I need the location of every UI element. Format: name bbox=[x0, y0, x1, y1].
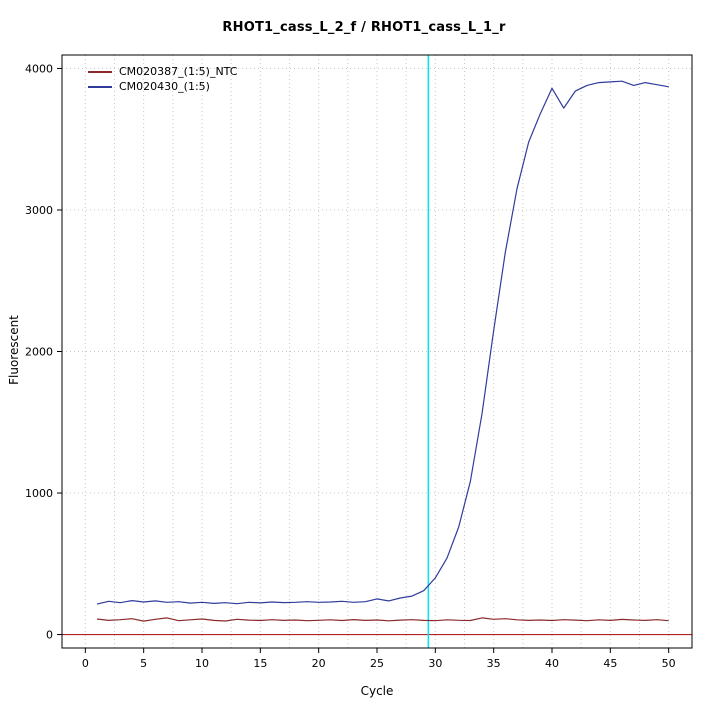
y-tick-label: 2000 bbox=[25, 346, 53, 359]
series-line-1 bbox=[96, 80, 669, 605]
x-tick-label: 20 bbox=[312, 657, 326, 670]
y-tick-label: 3000 bbox=[25, 204, 53, 217]
series-line-0 bbox=[96, 617, 669, 622]
x-tick-label: 25 bbox=[370, 657, 384, 670]
legend-label-sample: CM020430_(1:5) bbox=[119, 80, 210, 93]
x-tick-label: 10 bbox=[195, 657, 209, 670]
legend-item-sample: CM020430_(1:5) bbox=[88, 79, 237, 94]
chart-title: RHOT1_cass_L_2_f / RHOT1_cass_L_1_r bbox=[222, 20, 506, 35]
legend-label-ntc: CM020387_(1:5)_NTC bbox=[119, 65, 238, 78]
x-axis-label: Cycle bbox=[360, 684, 394, 698]
x-tick-label: 40 bbox=[545, 657, 559, 670]
x-tick-label: 30 bbox=[428, 657, 442, 670]
x-tick-label: 0 bbox=[82, 657, 89, 670]
x-tick-label: 45 bbox=[603, 657, 617, 670]
x-tick-label: 50 bbox=[662, 657, 676, 670]
legend-line-swatch-sample bbox=[88, 85, 112, 88]
x-tick-label: 15 bbox=[253, 657, 267, 670]
legend-line-swatch-ntc bbox=[88, 70, 112, 73]
y-tick-label: 1000 bbox=[25, 487, 53, 500]
x-tick-label: 5 bbox=[140, 657, 147, 670]
x-tick-label: 35 bbox=[487, 657, 501, 670]
legend: CM020387_(1:5)_NTC CM020430_(1:5) bbox=[88, 64, 237, 94]
y-tick-label: 0 bbox=[46, 629, 53, 642]
y-tick-label: 4000 bbox=[25, 62, 53, 75]
legend-item-ntc: CM020387_(1:5)_NTC bbox=[88, 64, 237, 79]
